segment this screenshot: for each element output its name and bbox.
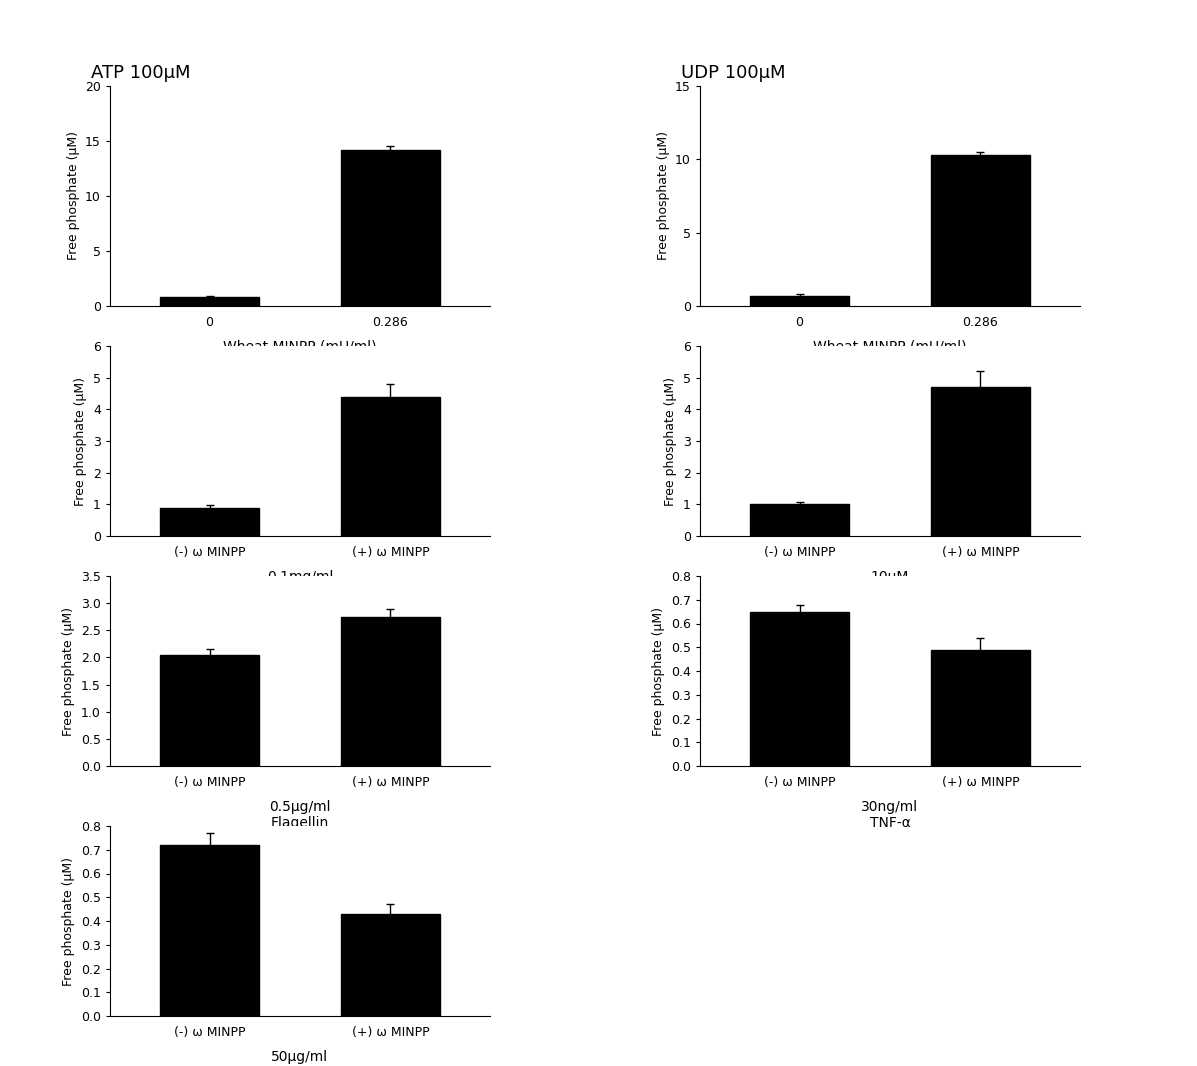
X-axis label: Wheat MINPP (mU/ml): Wheat MINPP (mU/ml) bbox=[813, 340, 967, 354]
Bar bbox=[159, 845, 260, 1016]
Y-axis label: Free phosphate (μM): Free phosphate (μM) bbox=[62, 607, 75, 736]
Bar bbox=[159, 655, 260, 766]
Y-axis label: Free phosphate (μM): Free phosphate (μM) bbox=[664, 376, 678, 505]
Bar bbox=[341, 617, 440, 766]
Y-axis label: Free phosphate (μM): Free phosphate (μM) bbox=[67, 131, 79, 260]
Bar bbox=[341, 914, 440, 1016]
Bar bbox=[341, 150, 440, 306]
Bar bbox=[341, 397, 440, 536]
Bar bbox=[749, 295, 850, 306]
Y-axis label: Free phosphate (μM): Free phosphate (μM) bbox=[62, 856, 75, 985]
Y-axis label: Free phosphate (μM): Free phosphate (μM) bbox=[74, 376, 87, 505]
X-axis label: 30ng/ml
TNF-α: 30ng/ml TNF-α bbox=[862, 800, 918, 830]
X-axis label: 50μg/ml
Pam-3-Cys: 50μg/ml Pam-3-Cys bbox=[263, 1050, 336, 1066]
Text: ATP 100μM: ATP 100μM bbox=[91, 64, 190, 82]
Bar bbox=[749, 504, 850, 536]
X-axis label: Wheat MINPP (mU/ml): Wheat MINPP (mU/ml) bbox=[224, 340, 377, 354]
Bar bbox=[749, 612, 850, 766]
Y-axis label: Free phosphate (μM): Free phosphate (μM) bbox=[652, 607, 666, 736]
X-axis label: 0.1mg/ml
LPS: 0.1mg/ml LPS bbox=[267, 570, 333, 600]
Bar bbox=[159, 297, 260, 306]
Bar bbox=[931, 387, 1031, 536]
Bar bbox=[931, 649, 1031, 766]
Text: UDP 100μM: UDP 100μM bbox=[681, 64, 785, 82]
Bar bbox=[159, 507, 260, 536]
Bar bbox=[931, 155, 1031, 306]
X-axis label: 0.5μg/ml
Flagellin: 0.5μg/ml Flagellin bbox=[269, 800, 330, 830]
X-axis label: 10μM
CpG DNA: 10μM CpG DNA bbox=[858, 570, 922, 600]
Y-axis label: Free phosphate (μM): Free phosphate (μM) bbox=[656, 131, 669, 260]
